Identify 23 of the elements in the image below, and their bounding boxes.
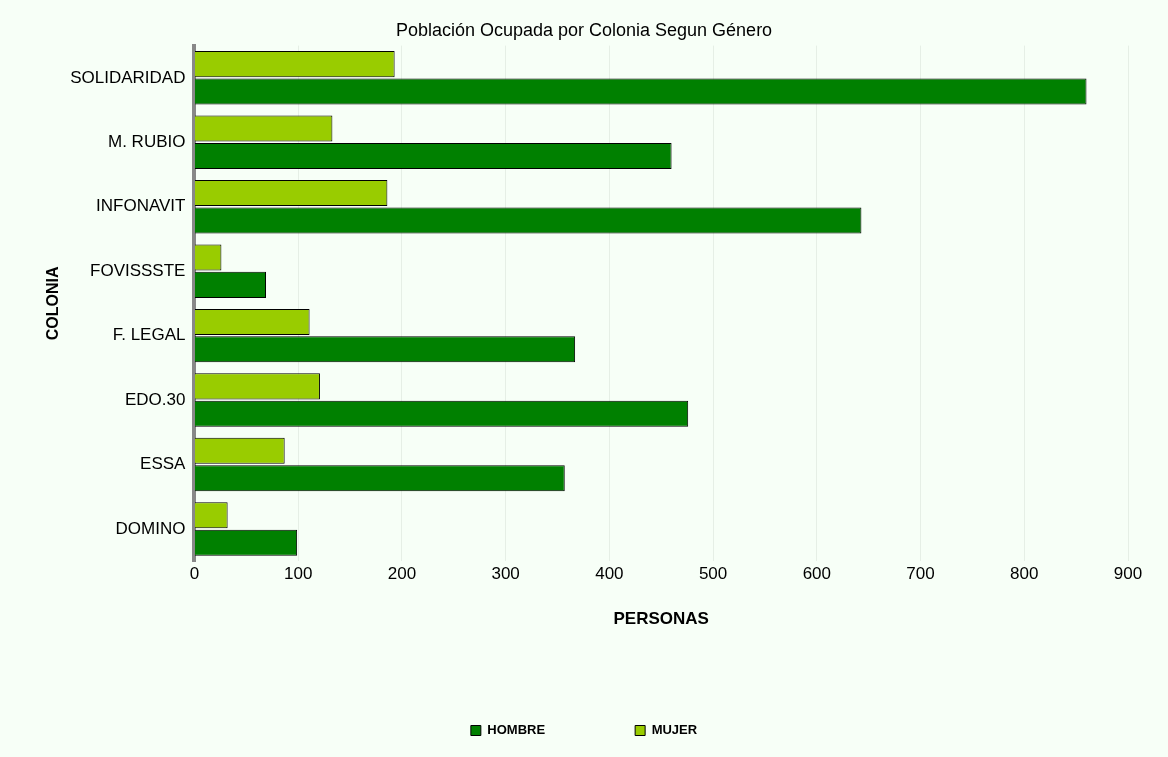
y-tick-label: ESSA: [140, 454, 187, 474]
x-tick-label: 500: [698, 564, 728, 584]
x-tick-label: 600: [802, 564, 831, 584]
y-tick-label: DOMINO: [115, 518, 186, 538]
x-axis-title: PERSONAS: [613, 609, 709, 629]
y-tick-label: EDO.30: [124, 389, 186, 409]
x-tick-label: 700: [906, 564, 935, 584]
chart-title: Población Ocupada por Colonia Segun Género: [395, 19, 773, 40]
x-tick-label: 100: [283, 564, 313, 584]
y-tick-label: F. LEGAL: [112, 325, 186, 345]
y-axis-title: COLONIA: [44, 266, 62, 341]
y-tick-label: FOVISSSTE: [90, 260, 186, 280]
x-tick-label: 800: [1010, 564, 1039, 584]
y-tick-label: SOLIDARIDAD: [70, 67, 186, 87]
legend-label: HOMBRE: [487, 722, 546, 738]
x-tick-label: 300: [491, 564, 520, 584]
x-tick-label: 900: [1113, 564, 1143, 584]
y-tick-label: INFONAVIT: [96, 196, 186, 216]
x-tick-label: 200: [387, 564, 417, 584]
y-tick-label: M. RUBIO: [107, 131, 186, 151]
x-tick-label: 0: [189, 564, 200, 584]
x-tick-label: 400: [595, 564, 624, 584]
legend-label: MUJER: [651, 722, 698, 738]
